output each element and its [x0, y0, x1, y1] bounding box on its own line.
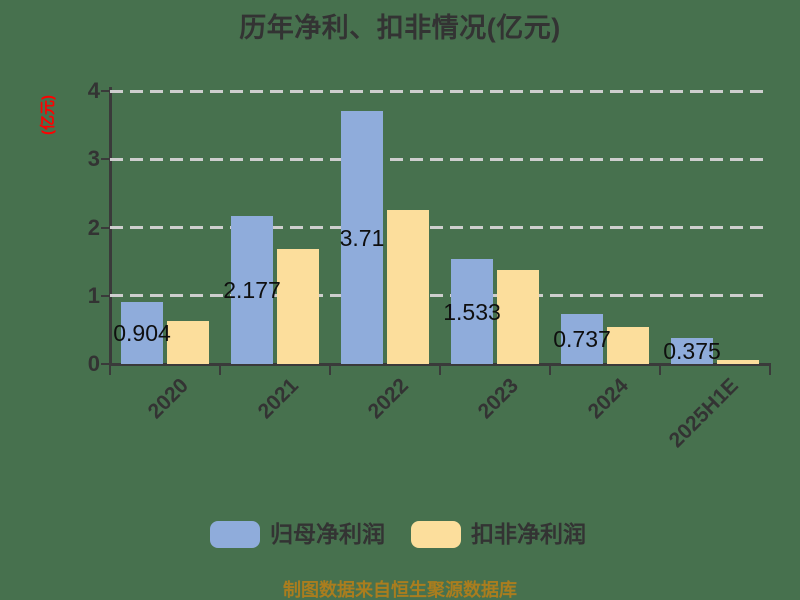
chart-title: 历年净利、扣非情况(亿元) — [239, 13, 561, 43]
legend-label-koufei-net-profit: 扣非净利润 — [471, 521, 586, 547]
y-tick-4 — [101, 90, 110, 93]
bar-归母净利润-2022 — [341, 110, 383, 364]
bar-扣非净利润-2020 — [167, 321, 209, 364]
y-axis-unit-label: (亿元) — [39, 95, 57, 135]
x-category-label-2023: 2023 — [473, 374, 524, 424]
y-tick-3 — [101, 158, 110, 161]
x-axis-line — [109, 363, 771, 366]
bar-扣非净利润-2025H1E — [717, 359, 759, 364]
x-tick-6 — [769, 366, 771, 375]
x-tick-1 — [219, 366, 221, 375]
y-tick-0 — [101, 363, 110, 365]
y-tick-label-4: 4 — [87, 78, 100, 104]
value-label-2022: 3.71 — [339, 224, 385, 251]
x-tick-5 — [659, 366, 661, 375]
plot-area: 0 1 2 3 4 0.904 2.177 3.71 1.533 0.737 0.375 — [88, 79, 771, 376]
legend-swatch-guimu-net-profit — [210, 521, 260, 548]
gridline-4 — [110, 89, 770, 93]
x-tick-4 — [549, 366, 551, 375]
y-tick-1 — [101, 294, 110, 297]
x-category-label-2021: 2021 — [253, 374, 304, 424]
y-tick-label-3: 3 — [87, 146, 100, 172]
gridline-1 — [110, 294, 770, 298]
bar-归母净利润-2020 — [121, 302, 163, 364]
bar-归母净利润-2025H1E — [671, 338, 713, 364]
y-tick-label-2: 2 — [87, 214, 100, 240]
bar-归母净利润-2021 — [231, 215, 273, 364]
x-category-label-2024: 2024 — [583, 374, 634, 424]
bar-扣非净利润-2021 — [277, 248, 319, 364]
x-category-label-2022: 2022 — [363, 374, 414, 424]
value-label-2021: 2.177 — [223, 276, 281, 303]
bar-扣非净利润-2022 — [387, 209, 429, 364]
bar-扣非净利润-2023 — [497, 269, 539, 364]
y-tick-label-1: 1 — [87, 282, 100, 308]
legend-label-guimu-net-profit: 归母净利润 — [270, 521, 385, 547]
bar-归母净利润-2024 — [561, 313, 603, 364]
gridline-2 — [110, 226, 770, 230]
x-category-label-2020: 2020 — [143, 374, 194, 424]
x-tick-0 — [109, 366, 111, 375]
x-tick-2 — [329, 366, 331, 375]
value-label-2025H1E: 0.375 — [663, 338, 721, 365]
x-category-label-2025H1E: 2025H1E — [665, 374, 744, 453]
y-tick-label-0: 0 — [87, 351, 100, 376]
gridline-3 — [110, 157, 770, 161]
x-tick-3 — [439, 366, 441, 375]
legend-swatch-koufei-net-profit — [411, 521, 461, 548]
bar-扣非净利润-2024 — [607, 327, 649, 364]
value-label-2024: 0.737 — [553, 325, 611, 352]
data-source-text: 制图数据来自恒生聚源数据库 — [283, 580, 517, 600]
value-label-2020: 0.904 — [113, 320, 171, 347]
value-label-2023: 1.533 — [443, 298, 501, 325]
bar-归母净利润-2023 — [451, 259, 493, 364]
y-tick-2 — [101, 226, 110, 229]
